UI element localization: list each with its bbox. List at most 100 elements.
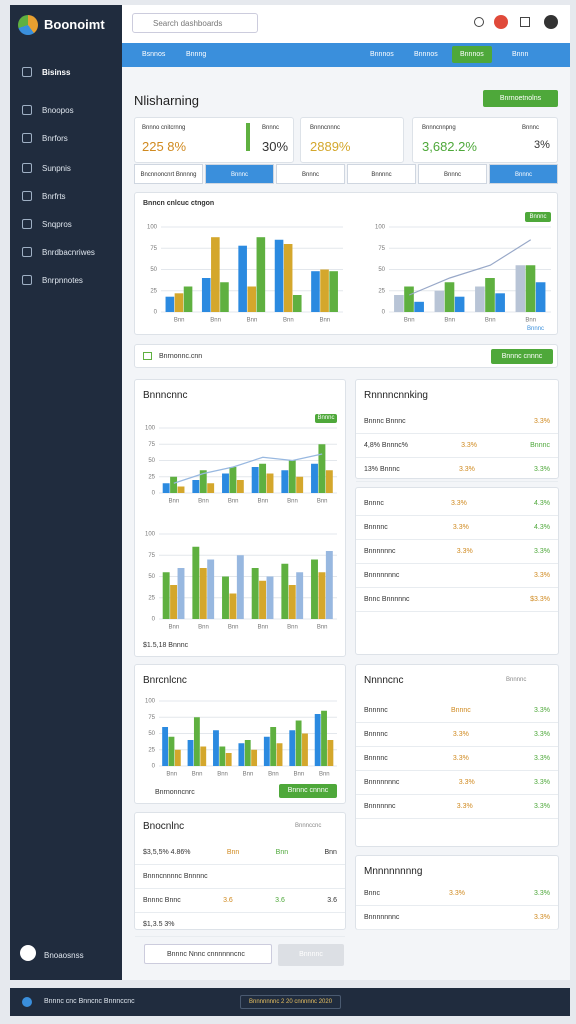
x-tick-label: Bnn xyxy=(268,772,279,778)
banner-icon xyxy=(143,352,152,360)
tab[interactable]: Bnnnc xyxy=(205,164,274,184)
nav-tab[interactable]: Bnnnos xyxy=(414,51,438,58)
x-tick-label: Bnn xyxy=(198,625,209,631)
cell: 3.3% xyxy=(449,890,465,897)
panel: Bnnnc 3.3% 4.3% Bnnnnc 3.3% 4.3% Bnnnnnnc 3.3% 3… xyxy=(355,487,559,655)
footer-text: Bnnnc cnc Bnncnc Bnnnccnc xyxy=(44,998,135,1005)
stat-value: 30% xyxy=(262,139,289,154)
main: Nlisharning Bnrnoetnolns Bnnno cnitcrnng… xyxy=(122,67,570,980)
stat-label: Bnnncnnnc xyxy=(310,125,341,131)
y-tick-label: 50 xyxy=(148,458,155,464)
sidebar-item[interactable]: Snqpros xyxy=(22,219,72,229)
sidebar-item[interactable]: Bnrdbacnriwes xyxy=(22,247,95,257)
cell: Bnnnnnnc xyxy=(364,803,396,810)
cell: Bnnncnnnnc Bnnnnc xyxy=(143,873,208,880)
nav-tab[interactable]: Bnnn xyxy=(512,51,529,58)
bar xyxy=(276,743,283,766)
cell: Bnnnnc xyxy=(364,707,388,714)
select[interactable]: Bnnnc Nnnc cnnnnnncnc xyxy=(144,944,272,964)
panel: Bnrcnlcnc 0 25 50 75 100 Bnn Bnn Bnn Bnn Bnn Bnn Bn… xyxy=(134,664,346,804)
bar xyxy=(238,245,247,312)
bar xyxy=(270,727,277,766)
cell: Bnnnc xyxy=(450,707,471,714)
bar xyxy=(495,293,505,312)
tab[interactable]: Bncnnoncnrt Bnnnng xyxy=(134,164,203,184)
cell: 3.3% xyxy=(456,803,473,810)
nav-tab[interactable]: Bsnnos xyxy=(142,51,166,58)
avatar[interactable] xyxy=(544,15,558,29)
list-row: Bnnnnnnc 3.3% 3.3% xyxy=(356,795,558,819)
tab[interactable]: Bnnnc xyxy=(489,164,558,184)
banner-button[interactable]: Bnnnc cnnnc xyxy=(491,349,553,364)
tab[interactable]: Bnnnnc xyxy=(347,164,416,184)
search[interactable]: Search dashboards xyxy=(132,13,258,33)
list-row: Bnnnnnnnc 3.3% xyxy=(356,906,558,930)
tab-row: Bncnnoncnrt Bnnnng Bnnnc Bnnnc Bnnnnc Bnnnc B… xyxy=(134,164,558,184)
bar xyxy=(325,551,333,619)
sidebar-item[interactable]: Bnoopos xyxy=(22,105,74,115)
stat-value: 225 8% xyxy=(142,139,187,154)
bar xyxy=(238,743,245,766)
bar xyxy=(311,271,320,312)
bar xyxy=(444,282,455,312)
avatar[interactable] xyxy=(20,945,36,961)
bar xyxy=(404,286,414,312)
sidebar-item[interactable]: Bnrpnnotes xyxy=(22,275,83,285)
tab[interactable]: Bnnnc xyxy=(418,164,487,184)
y-tick-label: 25 xyxy=(148,747,155,753)
x-tick-label: Bnn xyxy=(525,318,536,324)
bar xyxy=(266,473,274,493)
bar xyxy=(219,746,226,766)
icon[interactable] xyxy=(494,15,508,29)
y-tick-label: 50 xyxy=(148,574,155,580)
chart: 0 25 50 75 100 Bnn Bnn Bnn Bnn Bnn Bnn xyxy=(145,532,337,631)
header-button[interactable]: Bnrnoetnolns xyxy=(483,90,558,107)
bar xyxy=(236,555,244,619)
bar xyxy=(165,296,175,312)
bar xyxy=(162,483,170,493)
list-row: Bnnnnc 3.3% 3.3% xyxy=(356,747,558,771)
sidebar-item[interactable]: Sunpnis xyxy=(22,163,71,173)
bar xyxy=(274,239,284,312)
y-tick-label: 50 xyxy=(150,267,157,273)
bar xyxy=(475,286,485,312)
y-tick-label: 25 xyxy=(148,595,155,601)
x-tick-label: Bnn xyxy=(257,625,268,631)
panel-title: Bnrcnlcnc xyxy=(143,675,187,686)
cell: Bnnnnnnnc xyxy=(364,914,400,921)
link[interactable]: Bnnnc xyxy=(527,326,545,332)
y-tick-label: 25 xyxy=(378,288,385,294)
sidebar-footer[interactable]: Bnoaosnss xyxy=(44,951,84,960)
bar xyxy=(199,568,207,619)
x-tick-label: Bnn xyxy=(166,772,177,778)
panel-button[interactable]: Bnnnc cnnnc xyxy=(279,784,337,798)
cell: Bnnnnc xyxy=(364,524,388,531)
icon[interactable] xyxy=(520,17,530,27)
line xyxy=(409,239,532,296)
nav-tab[interactable]: Bnnnos xyxy=(370,51,394,58)
tab[interactable]: Bnnnc xyxy=(276,164,345,184)
sidebar-item[interactable]: Bisinss xyxy=(22,67,70,77)
button[interactable]: Bnnnnc xyxy=(278,944,344,966)
sidebar-item[interactable]: Bnrfors xyxy=(22,133,68,143)
nav-button[interactable]: Bnnnos xyxy=(452,46,492,63)
sidebar-item[interactable]: Bnrfrts xyxy=(22,191,66,201)
list-row: $1,3.5 3% xyxy=(135,913,345,937)
list: Bnnnc 3.3% 4.3% Bnnnnc 3.3% 4.3% Bnnnnnnc 3.3% 3… xyxy=(356,492,558,612)
bar xyxy=(325,470,333,493)
logo-icon xyxy=(18,15,38,35)
stat-value: 3,682.2% xyxy=(422,139,477,154)
cell: 3.6 xyxy=(223,897,233,904)
list-row: 4,8% Bnnnc% 3.3% Bnnnc xyxy=(356,434,558,458)
x-tick-label: Bnn xyxy=(287,499,298,505)
bar xyxy=(251,568,259,619)
cell: Bnn xyxy=(275,849,289,856)
y-tick-label: 100 xyxy=(375,225,386,231)
nav-bar: Bsnnos Bnnng Bnnnos Bnnnos Bnnnos Bnnn xyxy=(122,43,570,67)
bar xyxy=(177,486,185,493)
bar xyxy=(168,736,175,766)
banner: Bnrnonnc.cnn Bnnnc cnnnc xyxy=(134,344,558,368)
bar xyxy=(281,470,289,493)
nav-tab[interactable]: Bnnng xyxy=(186,51,207,58)
icon[interactable] xyxy=(474,17,484,27)
